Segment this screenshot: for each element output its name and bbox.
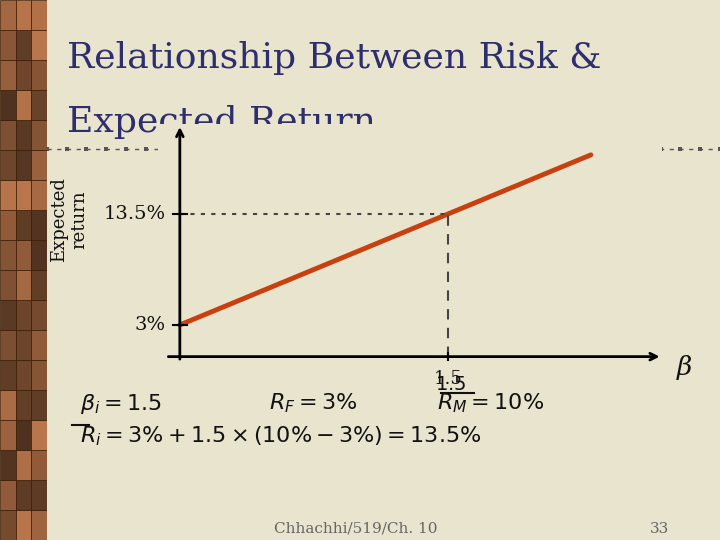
Bar <box>31 150 47 180</box>
Text: β: β <box>677 355 692 380</box>
Bar <box>31 90 47 120</box>
Bar <box>16 330 31 360</box>
Bar <box>0 480 16 510</box>
Text: $R_F = 3\%$: $R_F = 3\%$ <box>269 392 357 415</box>
Bar <box>31 30 47 60</box>
Bar <box>0 300 16 330</box>
Bar <box>31 210 47 240</box>
Text: 1.5: 1.5 <box>433 370 462 388</box>
Bar <box>0 30 16 60</box>
Bar <box>0 510 16 540</box>
Bar <box>31 240 47 270</box>
Bar <box>31 120 47 150</box>
Bar <box>0 0 16 30</box>
Text: 3%: 3% <box>135 316 166 334</box>
Bar <box>31 0 47 30</box>
Bar <box>31 330 47 360</box>
Bar <box>0 180 16 210</box>
Text: $1.5$: $1.5$ <box>435 376 467 394</box>
Bar <box>16 450 31 480</box>
Bar <box>16 300 31 330</box>
Bar <box>16 210 31 240</box>
Text: Chhachhi/519/Ch. 10: Chhachhi/519/Ch. 10 <box>274 522 437 536</box>
Bar <box>16 0 31 30</box>
Text: Relationship Between Risk &: Relationship Between Risk & <box>67 41 601 75</box>
Bar <box>31 450 47 480</box>
Bar <box>0 90 16 120</box>
Text: $R_M = 10\%$: $R_M = 10\%$ <box>437 392 544 415</box>
Bar <box>16 420 31 450</box>
Bar <box>0 330 16 360</box>
Bar <box>16 240 31 270</box>
Bar <box>0 270 16 300</box>
Bar <box>31 270 47 300</box>
Bar <box>16 60 31 90</box>
Bar <box>31 480 47 510</box>
Bar <box>31 360 47 390</box>
Bar <box>0 240 16 270</box>
Bar <box>31 420 47 450</box>
Text: Expected Return: Expected Return <box>67 105 376 139</box>
Bar <box>31 300 47 330</box>
Bar <box>31 390 47 420</box>
Bar <box>0 150 16 180</box>
Text: Expected
return: Expected return <box>50 177 89 262</box>
Bar <box>0 210 16 240</box>
Bar <box>16 120 31 150</box>
Bar <box>0 120 16 150</box>
Text: 13.5%: 13.5% <box>104 205 166 223</box>
Bar <box>16 270 31 300</box>
Bar <box>0 60 16 90</box>
Bar <box>31 510 47 540</box>
Text: $R_i = 3\% + 1.5 \times (10\% - 3\%) = 13.5\%$: $R_i = 3\% + 1.5 \times (10\% - 3\%) = 1… <box>81 425 482 448</box>
Bar <box>16 150 31 180</box>
Bar <box>16 510 31 540</box>
Bar <box>16 30 31 60</box>
Bar <box>16 390 31 420</box>
Bar <box>16 180 31 210</box>
Bar <box>0 390 16 420</box>
Bar <box>31 180 47 210</box>
Text: 33: 33 <box>650 522 670 536</box>
Bar <box>16 360 31 390</box>
Bar <box>0 420 16 450</box>
Bar <box>31 60 47 90</box>
Bar <box>16 90 31 120</box>
Bar <box>16 480 31 510</box>
Bar <box>0 450 16 480</box>
Bar <box>0 360 16 390</box>
Text: $\beta_i = 1.5$: $\beta_i = 1.5$ <box>81 392 163 416</box>
